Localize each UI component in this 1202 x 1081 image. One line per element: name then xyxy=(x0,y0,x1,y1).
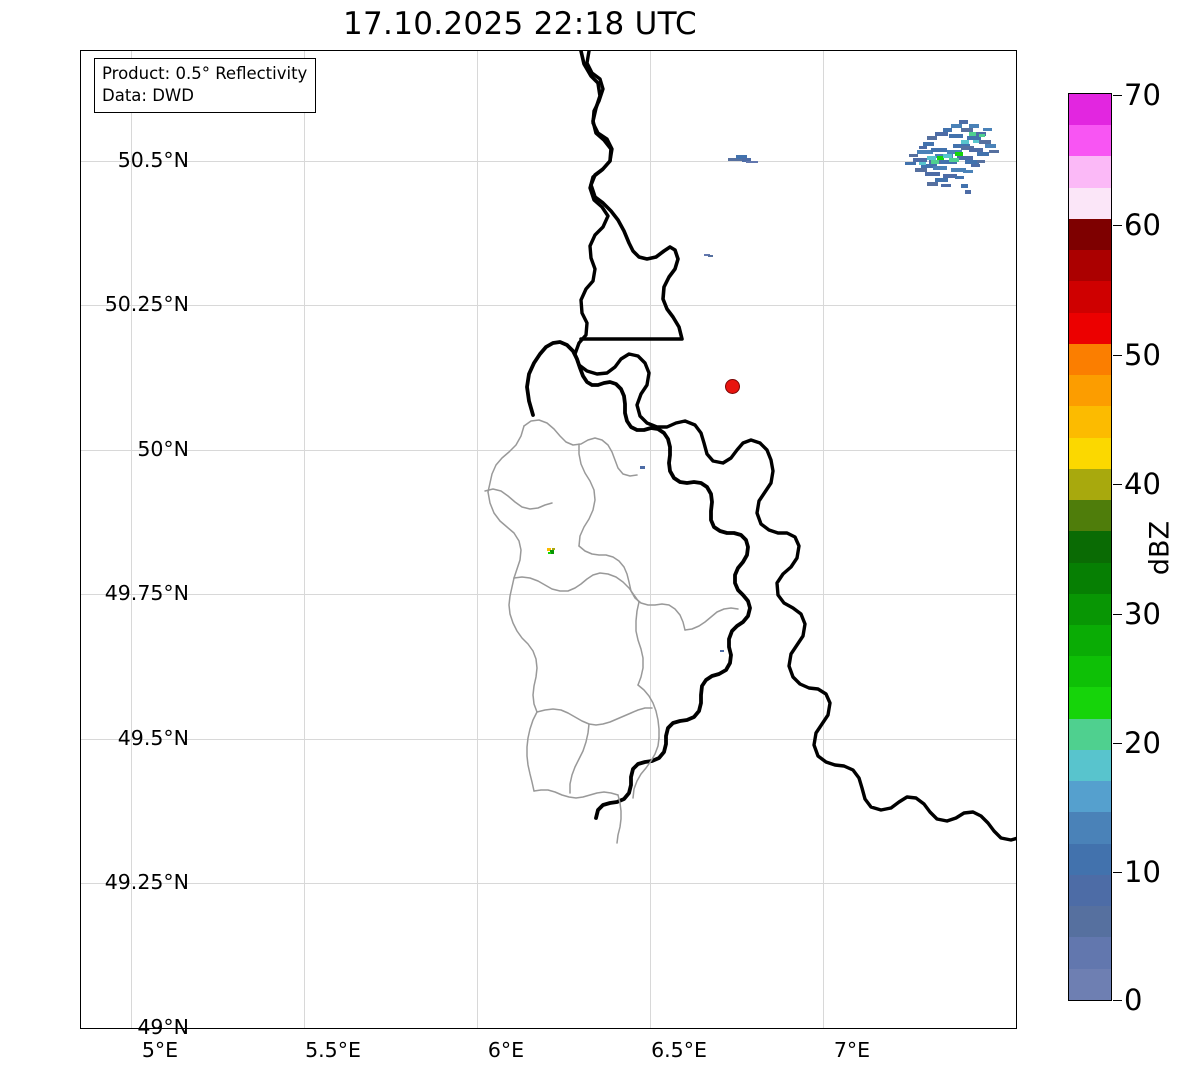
xtick-label: 6°E xyxy=(487,1038,525,1062)
colorbar-band xyxy=(1069,718,1111,750)
xtick-label: 5°E xyxy=(141,1038,179,1062)
gridline-horizontal xyxy=(81,1028,1016,1029)
page-title: 17.10.2025 22:18 UTC xyxy=(343,6,697,42)
colorbar-band xyxy=(1069,843,1111,875)
colorbar-band xyxy=(1069,687,1111,719)
gridline-horizontal xyxy=(81,305,1016,306)
colorbar-band xyxy=(1069,312,1111,344)
colorbar-tick-label: 70 xyxy=(1124,78,1161,112)
xtick-label: 5.5°E xyxy=(305,1038,361,1062)
gridline-horizontal xyxy=(81,594,1016,595)
colorbar-band xyxy=(1069,156,1111,188)
colorbar-band xyxy=(1069,874,1111,907)
ytick-label: 50.5°N xyxy=(117,148,189,172)
colorbar-tick-label: 10 xyxy=(1124,855,1161,889)
colorbar-tick-label: 20 xyxy=(1124,726,1161,760)
colorbar-band xyxy=(1069,749,1111,782)
colorbar-tick xyxy=(1113,225,1122,227)
colorbar-tick xyxy=(1113,872,1122,874)
colorbar-tick xyxy=(1113,95,1122,97)
annotation-data-line: Data: DWD xyxy=(102,85,194,105)
colorbar-band xyxy=(1069,94,1111,126)
colorbar-tick-label: 0 xyxy=(1124,983,1143,1017)
colorbar-tick-label: 30 xyxy=(1124,597,1161,631)
colorbar-band xyxy=(1069,375,1111,407)
colorbar xyxy=(1068,93,1112,1001)
colorbar-band xyxy=(1069,531,1111,563)
map-boundaries xyxy=(484,51,1016,844)
colorbar-band xyxy=(1069,968,1111,1000)
colorbar-band xyxy=(1069,218,1111,251)
echo-small-north xyxy=(726,151,762,165)
gridline-vertical xyxy=(304,51,305,1028)
colorbar-band xyxy=(1069,468,1111,501)
colorbar-tick xyxy=(1113,614,1122,616)
ytick-label: 50°N xyxy=(137,437,189,461)
colorbar-band xyxy=(1069,343,1111,376)
echo-tiny-north xyxy=(703,244,715,257)
colorbar-tick-label: 60 xyxy=(1124,208,1161,242)
colorbar-band xyxy=(1069,281,1111,313)
gridline-horizontal xyxy=(81,161,1016,162)
colorbar-band xyxy=(1069,593,1111,625)
gridline-vertical xyxy=(131,51,132,1028)
gridline-vertical xyxy=(650,51,651,1028)
ytick-label: 49.25°N xyxy=(104,870,189,894)
gridline-horizontal xyxy=(81,450,1016,451)
colorbar-band xyxy=(1069,406,1111,438)
colorbar-band xyxy=(1069,624,1111,657)
colorbar-band xyxy=(1069,906,1111,938)
colorbar-band xyxy=(1069,187,1111,219)
ytick-label: 49.75°N xyxy=(104,581,189,605)
colorbar-tick xyxy=(1113,743,1122,745)
colorbar-band xyxy=(1069,781,1111,813)
product-annotation-box: Product: 0.5° Reflectivity Data: DWD xyxy=(94,58,317,113)
colorbar-band xyxy=(1069,500,1111,532)
xtick-label: 6.5°E xyxy=(651,1038,707,1062)
colorbar-label: dBZ xyxy=(1144,520,1176,576)
ytick-label: 50.25°N xyxy=(104,292,189,316)
gridline-horizontal xyxy=(81,739,1016,740)
echo-tiny-central xyxy=(639,456,648,469)
gridline-vertical xyxy=(477,51,478,1028)
colorbar-band xyxy=(1069,250,1111,282)
colorbar-band xyxy=(1069,125,1111,157)
colorbar-tick-label: 40 xyxy=(1124,467,1161,501)
echo-tiny-east xyxy=(719,639,727,652)
colorbar-band xyxy=(1069,937,1111,969)
gridline-vertical xyxy=(823,51,824,1028)
colorbar-band xyxy=(1069,562,1111,594)
ytick-label: 49.5°N xyxy=(117,726,189,750)
colorbar-tick-label: 50 xyxy=(1124,338,1161,372)
colorbar-tick xyxy=(1113,1000,1122,1002)
ytick-label: 49°N xyxy=(137,1015,189,1039)
colorbar-band xyxy=(1069,656,1111,688)
radar-map-plot xyxy=(80,50,1017,1029)
colorbar-tick xyxy=(1113,484,1122,486)
colorbar-band xyxy=(1069,812,1111,844)
colorbar-tick xyxy=(1113,355,1122,357)
colorbar-band xyxy=(1069,437,1111,469)
radar-station-marker[interactable] xyxy=(725,379,740,394)
xtick-label: 7°E xyxy=(833,1038,871,1062)
echo-cluster-northeast xyxy=(891,106,1016,206)
gridline-horizontal xyxy=(81,883,1016,884)
annotation-product-line: Product: 0.5° Reflectivity xyxy=(102,64,308,83)
echo-luxembourg-city xyxy=(545,543,559,555)
